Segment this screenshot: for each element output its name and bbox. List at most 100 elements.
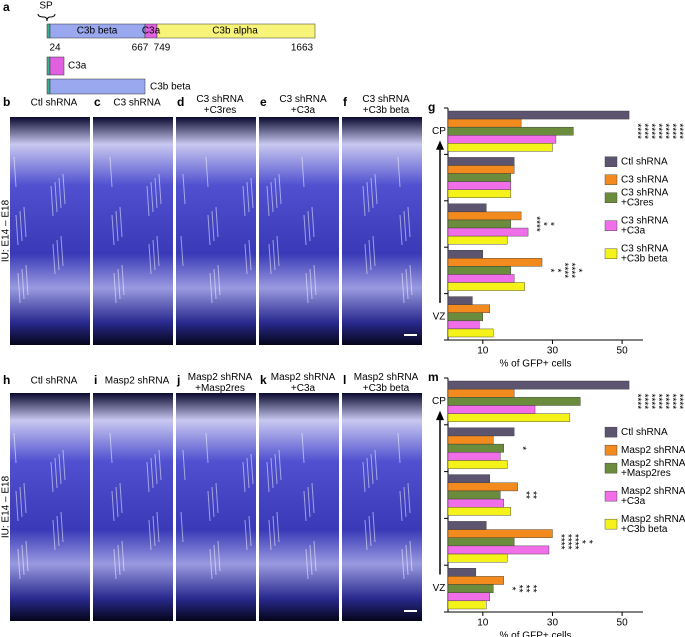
bar bbox=[447, 282, 525, 291]
cell-streak bbox=[56, 239, 60, 271]
cell-streak bbox=[303, 214, 307, 246]
panel-title: +C3a bbox=[291, 105, 316, 116]
bar bbox=[447, 165, 515, 174]
side-label: IU: E14 – E18 bbox=[1, 199, 12, 262]
bar bbox=[447, 507, 511, 516]
cell-streak bbox=[54, 181, 58, 213]
cell-streak bbox=[150, 181, 154, 213]
cell-streak bbox=[205, 156, 209, 188]
cell-streak bbox=[368, 515, 372, 547]
arrow-head bbox=[436, 140, 444, 150]
bar bbox=[447, 600, 487, 610]
cell-streak bbox=[209, 548, 213, 580]
cell-streak bbox=[215, 482, 219, 514]
segment-label: C3b beta bbox=[77, 26, 118, 37]
cell-streak bbox=[242, 461, 246, 493]
cell-streak bbox=[111, 490, 115, 522]
micrograph bbox=[342, 393, 422, 621]
cell-streak bbox=[207, 214, 211, 246]
significance: **** bbox=[645, 394, 656, 410]
cell-streak bbox=[405, 544, 409, 576]
cell-streak bbox=[248, 239, 252, 271]
cell-streak bbox=[117, 268, 121, 300]
bar bbox=[447, 405, 536, 414]
cell-streak bbox=[60, 235, 64, 267]
x-tick-label: 30 bbox=[547, 346, 559, 357]
bar bbox=[447, 312, 484, 322]
cell-streak bbox=[270, 181, 274, 213]
cell-streak bbox=[268, 519, 272, 551]
segment bbox=[46, 56, 51, 76]
significance: **** bbox=[638, 394, 649, 410]
cell-streak bbox=[268, 243, 272, 275]
cell-streak bbox=[150, 457, 154, 489]
cell-streak bbox=[403, 486, 407, 518]
bar bbox=[447, 427, 515, 437]
bar bbox=[447, 380, 630, 390]
panel-title: Ctl shRNA bbox=[31, 376, 78, 387]
legend-swatch bbox=[604, 490, 618, 502]
significance: **** bbox=[562, 534, 573, 550]
cell-streak bbox=[305, 272, 309, 304]
cell-streak bbox=[158, 449, 162, 481]
cell-streak bbox=[405, 268, 409, 300]
bar bbox=[447, 435, 494, 445]
cell-streak bbox=[215, 206, 219, 238]
bar bbox=[447, 498, 504, 508]
significance: * bbox=[544, 268, 555, 272]
cell-streak bbox=[180, 235, 184, 267]
bar bbox=[447, 235, 508, 245]
cell-streak bbox=[17, 548, 21, 580]
bar bbox=[447, 328, 494, 338]
legend-swatch bbox=[604, 174, 618, 185]
cell-streak bbox=[152, 515, 156, 547]
bar bbox=[447, 249, 484, 259]
x-tick-label: 50 bbox=[617, 618, 629, 629]
panel-title: C3 shRNA bbox=[196, 94, 244, 105]
bar bbox=[447, 521, 487, 530]
panel-title: Masp2 shRNA bbox=[105, 376, 170, 387]
panel-title: Masp2 shRNA bbox=[354, 372, 419, 383]
bar bbox=[447, 173, 511, 182]
significance: * bbox=[551, 268, 562, 272]
cell-streak bbox=[401, 548, 405, 580]
cell-streak bbox=[50, 461, 54, 493]
panel-title: +Masp2res bbox=[195, 383, 245, 394]
cell-streak bbox=[15, 490, 19, 522]
cell-streak bbox=[56, 515, 60, 547]
cell-streak bbox=[19, 486, 23, 518]
x-tick-label: 10 bbox=[477, 618, 489, 629]
cell-streak bbox=[307, 486, 311, 518]
cell-streak bbox=[23, 206, 27, 238]
bar bbox=[447, 529, 553, 538]
micrograph bbox=[342, 117, 422, 345]
legend-label: Masp2 shRNA +Masp2res bbox=[621, 458, 685, 479]
bar bbox=[447, 143, 553, 152]
arrow-head bbox=[436, 410, 444, 421]
bar bbox=[447, 110, 630, 120]
cell-streak bbox=[403, 210, 407, 242]
legend-swatch bbox=[604, 462, 618, 474]
bar bbox=[447, 592, 490, 602]
legend-label: Masp2 shRNA +C3a bbox=[621, 486, 685, 507]
cell-streak bbox=[250, 453, 254, 485]
category-label: CP bbox=[432, 396, 446, 407]
cell-streak bbox=[25, 264, 29, 296]
bar bbox=[447, 397, 581, 406]
legend-label: Masp2 shRNA +C3b beta bbox=[621, 514, 685, 535]
bar bbox=[447, 452, 501, 461]
cell-streak bbox=[266, 185, 270, 217]
legend-swatch bbox=[604, 426, 618, 438]
cell-streak bbox=[272, 239, 276, 271]
label-bg bbox=[431, 125, 447, 138]
cell-streak bbox=[366, 457, 370, 489]
cell-streak bbox=[154, 453, 158, 485]
sp-label: SP bbox=[39, 1, 53, 12]
cell-streak bbox=[180, 511, 184, 543]
panel-letter: b bbox=[3, 95, 10, 109]
cell-streak bbox=[52, 519, 56, 551]
significance: * bbox=[517, 446, 528, 450]
construct-label: C3a bbox=[68, 61, 87, 72]
bar bbox=[447, 203, 487, 213]
